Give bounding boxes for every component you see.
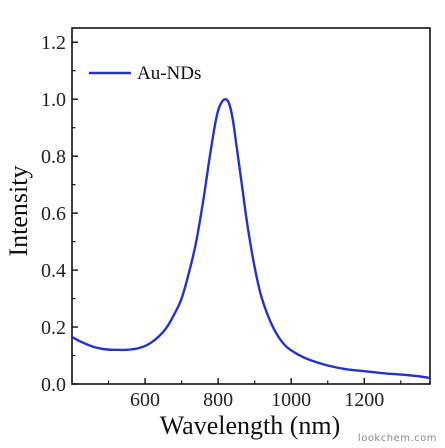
legend: Au-NDs: [89, 63, 201, 84]
plot-frame: [71, 27, 431, 385]
y-axis: 0.0 0.2 0.4 0.6 0.8 1.0 1.2: [41, 32, 78, 396]
series-layer: [70, 97, 430, 379]
plot-border: [71, 27, 431, 385]
y-tick-label: 0.4: [41, 260, 66, 282]
y-tick-label: 0.6: [41, 203, 66, 225]
x-axis-title: Wavelength (nm): [160, 411, 341, 440]
x-tick-label: 1000: [271, 389, 311, 411]
series-line-au-nds: [70, 97, 430, 379]
y-tick-label: 1.2: [41, 32, 66, 54]
x-tick-label: 800: [203, 389, 233, 411]
x-tick-label: 600: [130, 389, 160, 411]
x-tick-label: 1200: [344, 389, 384, 411]
y-tick-label: 0.0: [41, 374, 66, 396]
x-axis: 600 800 1000 1200: [107, 378, 402, 411]
y-tick-label: 1.0: [41, 89, 66, 111]
y-tick-label: 0.2: [41, 317, 66, 339]
y-axis-title: Intensity: [4, 166, 33, 257]
y-tick-label: 0.8: [41, 146, 66, 168]
watermark-text: lookchem.com: [357, 433, 437, 444]
legend-label: Au-NDs: [137, 63, 201, 84]
